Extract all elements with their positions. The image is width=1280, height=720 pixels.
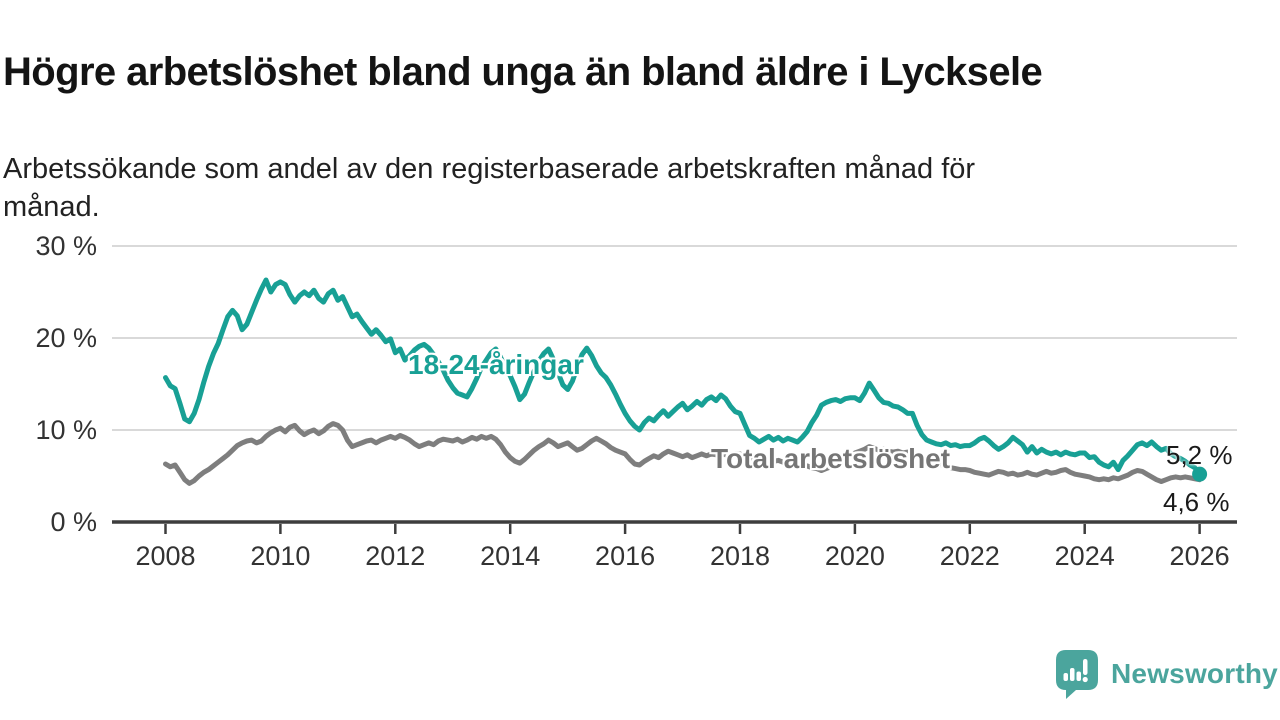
y-axis-tick-label: 0 % (50, 507, 97, 537)
x-axis-tick-label: 2024 (1055, 541, 1115, 571)
x-axis-tick-label: 2008 (135, 541, 195, 571)
x-axis-tick-label: 2010 (250, 541, 310, 571)
subtitle-line-2: månad. (3, 191, 100, 223)
subtitle-line-1: Arbetssökande som andel av den registerb… (3, 153, 976, 185)
series-label-youth: 18-24-åringar (408, 349, 584, 380)
x-axis-tick-label: 2020 (825, 541, 885, 571)
line-18-24-åringar (163, 277, 1203, 477)
page-title: Högre arbetslöshet bland unga än bland ä… (3, 49, 1043, 94)
x-axis-tick-label: 2016 (595, 541, 655, 571)
newsworthy-bubble-chart-icon (1056, 650, 1098, 699)
y-axis-tick-label: 20 % (35, 323, 97, 353)
x-axis-tick-label: 2022 (940, 541, 1000, 571)
x-axis-tick-label: 2012 (365, 541, 425, 571)
chart-subtitle: Arbetssökande som andel av den registerb… (3, 150, 975, 226)
end-value-label-youth: 5,2 % (1166, 440, 1233, 470)
latest-value-dot (1192, 466, 1208, 482)
y-axis-tick-label: 10 % (35, 415, 97, 445)
end-value-label-total: 4,6 % (1163, 487, 1230, 517)
y-axis-tick-label: 30 % (35, 231, 97, 261)
line-total-arbetslöshet (163, 421, 1203, 486)
series-label-total: Total arbetslöshet (711, 443, 951, 474)
x-axis-tick-label: 2014 (480, 541, 540, 571)
newsworthy-logo: Newsworthy (1054, 648, 1278, 700)
x-axis-tick-label: 2018 (710, 541, 770, 571)
x-axis-tick-label: 2026 (1170, 541, 1230, 571)
newsworthy-wordmark: Newsworthy (1111, 658, 1278, 689)
